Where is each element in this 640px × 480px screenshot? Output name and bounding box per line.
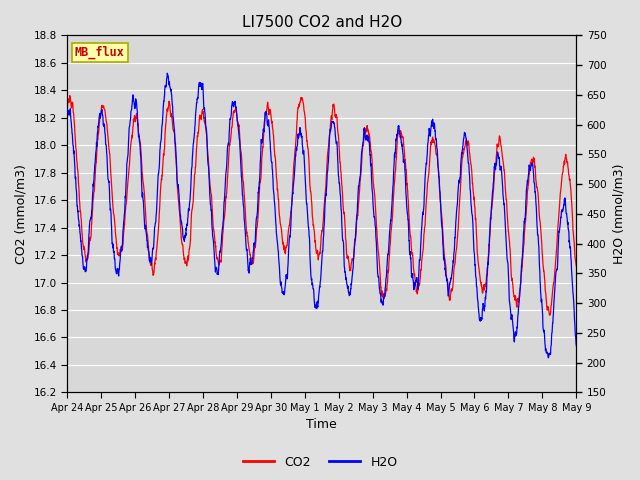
Y-axis label: H2O (mmol/m3): H2O (mmol/m3) [612,164,625,264]
Text: MB_flux: MB_flux [75,46,125,60]
X-axis label: Time: Time [307,419,337,432]
Y-axis label: CO2 (mmol/m3): CO2 (mmol/m3) [15,164,28,264]
Legend: CO2, H2O: CO2, H2O [237,451,403,474]
Title: LI7500 CO2 and H2O: LI7500 CO2 and H2O [242,15,402,30]
